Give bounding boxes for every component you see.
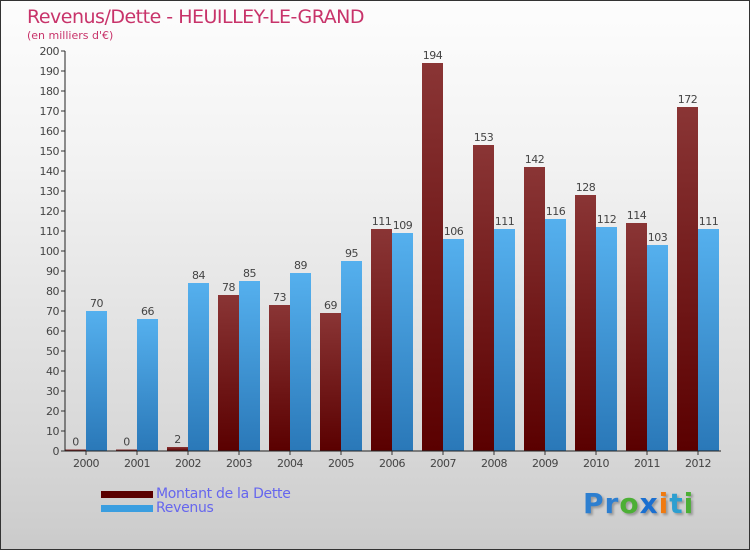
x-tick-label: 2011 (634, 457, 660, 470)
data-label: 111 (495, 215, 515, 228)
data-label: 106 (444, 225, 464, 238)
y-tick-label: 190 (40, 65, 60, 78)
x-tick-label: 2000 (73, 457, 99, 470)
chart-subtitle: (en milliers d'€) (27, 29, 114, 42)
y-tick-label: 80 (46, 285, 59, 298)
bar-revenus (698, 229, 719, 451)
bar-dette (269, 305, 290, 451)
x-tick-label: 2005 (328, 457, 354, 470)
data-label: 85 (243, 267, 256, 280)
x-tick-label: 2007 (430, 457, 456, 470)
data-label: 95 (345, 247, 358, 260)
data-label: 0 (123, 436, 130, 449)
bar-dette (677, 107, 698, 451)
data-label: 111 (372, 215, 392, 228)
data-label: 116 (546, 205, 566, 218)
y-tick-label: 70 (46, 305, 59, 318)
legend-swatch-dette (101, 491, 153, 498)
data-label: 73 (273, 291, 286, 304)
data-label: 69 (324, 299, 337, 312)
bar-dette (524, 167, 545, 451)
data-label: 111 (699, 215, 719, 228)
bar-dette (65, 449, 86, 451)
data-label: 172 (678, 93, 698, 106)
data-label: 84 (192, 269, 205, 282)
data-label: 66 (141, 305, 154, 318)
y-tick-label: 90 (46, 265, 59, 278)
y-tick-label: 120 (40, 205, 60, 218)
data-label: 142 (525, 153, 545, 166)
x-tick-label: 2006 (379, 457, 405, 470)
bar-dette (626, 223, 647, 451)
chart-title: Revenus/Dette - HEUILLEY-LE-GRAND (27, 6, 365, 28)
y-tick-label: 100 (40, 245, 60, 258)
y-tick-label: 200 (40, 45, 60, 58)
x-tick-label: 2009 (532, 457, 558, 470)
bar-revenus (392, 233, 413, 451)
y-tick-label: 180 (40, 85, 60, 98)
bar-revenus (239, 281, 260, 451)
bar-revenus (545, 219, 566, 451)
y-tick-label: 40 (46, 365, 59, 378)
bar-revenus (647, 245, 668, 451)
x-tick-label: 2001 (124, 457, 150, 470)
y-tick-label: 160 (40, 125, 60, 138)
data-label: 128 (576, 181, 596, 194)
y-tick-label: 110 (40, 225, 60, 238)
data-label: 114 (627, 209, 647, 222)
bar-revenus (290, 273, 311, 451)
bar-revenus (443, 239, 464, 451)
bar-revenus (341, 261, 362, 451)
data-label: 103 (648, 231, 668, 244)
x-tick-label: 2004 (277, 457, 303, 470)
x-tick-label: 2003 (226, 457, 252, 470)
y-tick-label: 50 (46, 345, 59, 358)
bar-dette (167, 447, 188, 451)
x-tick-label: 2010 (583, 457, 609, 470)
y-tick-label: 140 (40, 165, 60, 178)
data-label: 89 (294, 259, 307, 272)
proxiti-logo: Proxiti (583, 487, 695, 520)
data-label: 70 (90, 297, 103, 310)
bar-dette (116, 449, 137, 451)
bar-revenus (188, 283, 209, 451)
legend-label-revenus: Revenus (156, 500, 214, 516)
bar-dette (422, 63, 443, 451)
bar-revenus (137, 319, 158, 451)
bar-dette (371, 229, 392, 451)
y-tick-label: 130 (40, 185, 60, 198)
y-tick-label: 0 (53, 445, 60, 458)
data-label: 109 (393, 219, 413, 232)
x-tick-label: 2012 (685, 457, 711, 470)
bar-dette (575, 195, 596, 451)
data-label: 2 (174, 433, 181, 446)
bar-dette (473, 145, 494, 451)
y-tick-label: 30 (46, 385, 59, 398)
x-tick-label: 2008 (481, 457, 507, 470)
bar-revenus (86, 311, 107, 451)
legend-swatch-revenus (101, 505, 153, 512)
legend-label-dette: Montant de la Dette (156, 486, 291, 502)
data-label: 153 (474, 131, 494, 144)
y-tick-label: 20 (46, 405, 59, 418)
y-tick-label: 170 (40, 105, 60, 118)
data-label: 0 (72, 436, 79, 449)
data-label: 194 (423, 49, 443, 62)
x-tick-label: 2002 (175, 457, 201, 470)
bar-revenus (596, 227, 617, 451)
data-label: 78 (222, 281, 235, 294)
y-tick-label: 60 (46, 325, 59, 338)
data-label: 112 (597, 213, 617, 226)
y-tick-label: 150 (40, 145, 60, 158)
bar-dette (218, 295, 239, 451)
y-tick-label: 10 (46, 425, 59, 438)
bar-dette (320, 313, 341, 451)
bar-revenus (494, 229, 515, 451)
